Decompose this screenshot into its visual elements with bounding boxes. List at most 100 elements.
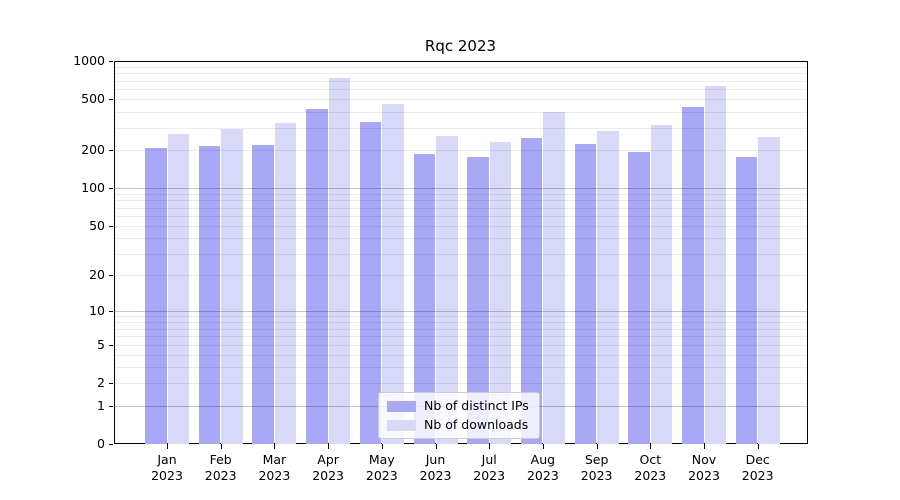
y-tick-mark [109,344,113,346]
bar-distinct-ips-oct [628,152,650,444]
gridline-minor [113,111,808,113]
y-tick-mark [109,311,113,313]
x-tick-label: Nov 2023 [688,452,720,483]
y-tick-mark [109,444,113,445]
x-tick-label: Sep 2023 [580,452,613,483]
gridline-minor [113,80,808,82]
gridline-minor [113,150,808,151]
legend-label-downloads: Nb of downloads [424,417,529,432]
gridline-minor [113,322,808,324]
x-tick-label: Aug 2023 [526,452,559,483]
x-tick-label: Jan 2023 [151,452,183,483]
x-tick-mark [167,444,168,449]
gridline-minor [113,328,808,330]
x-tick-mark [274,444,276,449]
x-tick-label: Apr 2023 [312,452,344,483]
bar-distinct-ips-nov [682,106,704,444]
y-tick-mark [109,150,113,151]
x-tick-mark [596,444,598,449]
bar-distinct-ips-sep [574,143,597,444]
x-tick-label: Jul 2023 [473,452,506,483]
bar-distinct-ips-dec [735,156,758,444]
y-tick-label: 5 [97,336,105,352]
bar-downloads-nov [704,85,726,444]
gridline-minor [113,316,808,318]
bar-downloads-sep [597,131,619,444]
bar-distinct-ips-jul [467,157,489,444]
bar-distinct-ips-apr [306,109,328,444]
y-tick-label: 50 [89,218,105,234]
x-tick-mark [757,444,759,449]
gridline-minor [113,367,808,369]
y-tick-mark [109,99,113,101]
gridline-minor [113,73,808,75]
y-tick-mark [109,405,113,407]
bar-downloads-jun [436,135,458,444]
bar-downloads-aug [543,111,565,444]
y-tick-label: 100 [81,180,105,196]
bar-downloads-oct [650,124,673,444]
gridline-minor [113,226,808,228]
y-tick-mark [109,226,113,228]
gridline-minor [113,336,808,338]
bar-downloads-jan [167,134,189,444]
bar-downloads-apr [328,77,351,444]
gridline-minor [113,127,808,129]
y-tick-label: 20 [89,267,105,283]
x-tick-mark [220,444,222,449]
legend-swatch-downloads [387,419,416,431]
x-tick-mark [650,444,652,449]
bar-downloads-feb [221,129,243,444]
bar-distinct-ips-jan [145,147,167,444]
gridline-minor [113,253,808,255]
bar-downloads-may [382,104,404,444]
bar-downloads-jul [489,141,512,444]
x-tick-label: Oct 2023 [634,452,667,483]
bar-distinct-ips-jun [413,154,435,444]
gridline-minor [113,275,808,277]
y-tick-mark [109,188,113,190]
y-tick-label: 200 [81,142,105,157]
x-tick-mark [542,444,544,449]
bar-distinct-ips-aug [520,137,543,444]
bar-downloads-dec [758,136,780,444]
gridline-minor [113,89,808,91]
y-tick-label: 1 [97,397,105,413]
bar-downloads-mar [274,123,297,444]
y-tick-mark [109,275,113,277]
gridline-minor [113,354,808,356]
gridline-minor [113,207,808,209]
x-tick-label: Feb 2023 [204,452,237,483]
gridline-minor [113,216,808,218]
x-tick-label: Dec 2023 [741,452,774,483]
bar-distinct-ips-mar [252,145,274,444]
gridline-minor [113,200,808,202]
y-tick-label: 1000 [73,53,105,68]
y-tick-mark [109,383,113,385]
legend-label-distinct-ips: Nb of distinct IPs [424,398,529,413]
x-tick-mark [435,444,437,449]
legend-entry-distinct-ips: Nb of distinct IPs [387,399,529,413]
gridline-major [113,311,808,313]
legend-swatch-distinct-ips [387,400,416,412]
x-tick-mark [381,444,383,449]
bar-distinct-ips-feb [198,146,221,444]
bar-distinct-ips-may [359,121,382,444]
gridline-minor [113,383,808,385]
x-tick-label: Jun 2023 [419,452,452,483]
gridline-minor [113,193,808,195]
gridline-minor [113,344,808,346]
x-tick-label: Mar 2023 [258,452,291,483]
y-tick-mark [109,61,113,62]
gridline-minor [113,66,808,68]
x-tick-label: May 2023 [365,452,398,483]
legend: Nb of distinct IPs Nb of downloads [378,392,540,439]
chart-title: Rqc 2023 [424,37,497,55]
gridline-minor [113,99,808,101]
x-tick-mark [328,444,330,449]
y-tick-label: 500 [81,91,105,107]
gridline-major [113,188,808,190]
legend-entry-downloads: Nb of downloads [387,418,529,432]
x-tick-mark [704,444,705,449]
y-tick-label: 10 [89,303,105,319]
